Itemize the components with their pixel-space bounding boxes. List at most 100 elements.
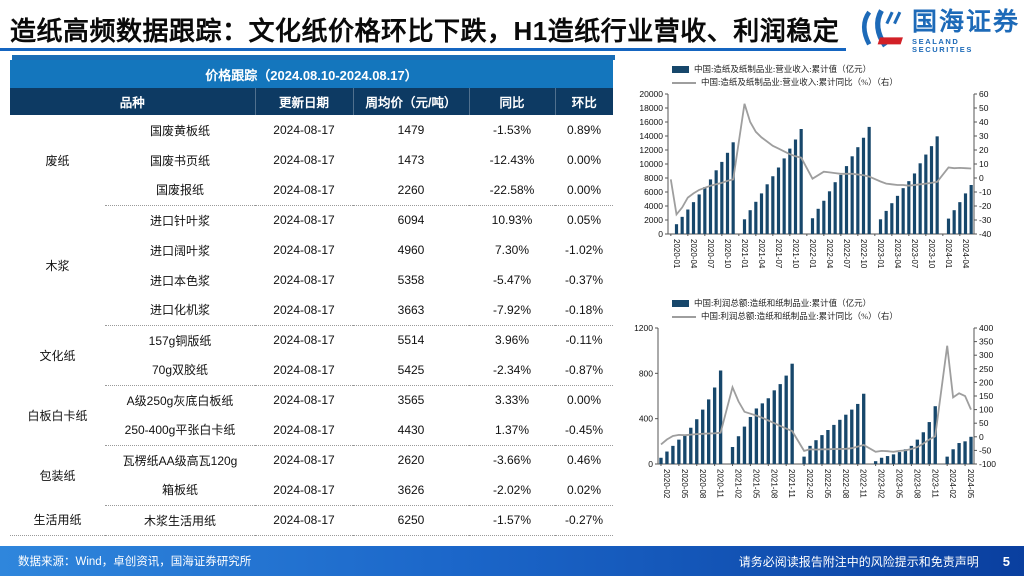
column-header: 周均价（元/吨） <box>352 88 469 115</box>
date-cell: 2024-08-17 <box>255 175 353 206</box>
svg-text:-100: -100 <box>979 459 996 469</box>
sealand-logo-icon <box>860 8 906 55</box>
svg-text:0: 0 <box>648 459 653 469</box>
item-cell: 进口阔叶浆 <box>105 235 255 265</box>
company-logo: 国海证券 SEALAND SECURITIES <box>860 8 1024 55</box>
item-cell: 进口化机浆 <box>105 295 255 326</box>
svg-text:2021-01: 2021-01 <box>740 239 749 269</box>
item-cell: 70g双胶纸 <box>105 355 255 386</box>
charts-panel: 中国:造纸及纸制品业:营业收入:累计值（亿元） 中国:造纸及纸制品业:营业收入:… <box>622 60 1022 534</box>
item-cell: 瓦楞纸AA级高瓦120g <box>105 445 255 475</box>
price-cell: 4430 <box>353 415 469 446</box>
mom-cell: -0.11% <box>555 325 614 355</box>
price-cell: 4960 <box>353 235 469 265</box>
item-cell: 国废书页纸 <box>105 145 255 175</box>
svg-text:2023-05: 2023-05 <box>895 469 904 499</box>
mom-cell: -0.45% <box>555 415 614 446</box>
svg-text:2021-10: 2021-10 <box>791 239 800 269</box>
mom-cell: 0.00% <box>555 385 614 415</box>
svg-text:-50: -50 <box>979 445 992 455</box>
table-row: 文化纸 157g铜版纸 2024-08-17 5514 3.96% -0.11% <box>10 325 614 385</box>
yoy-cell: 10.93% <box>469 205 555 235</box>
item-cell: 木浆生活用纸 <box>105 505 255 536</box>
item-cell: 国废黄板纸 <box>105 115 255 145</box>
svg-text:16000: 16000 <box>639 117 663 127</box>
svg-text:1200: 1200 <box>634 323 653 333</box>
price-cell: 1479 <box>353 115 469 145</box>
svg-text:2023-04: 2023-04 <box>893 239 902 269</box>
price-cell: 3626 <box>353 475 469 506</box>
table-row: 250-400g平张白卡纸 2024-08-17 4430 1.37% -0.45% <box>10 415 614 446</box>
mom-cell: -0.27% <box>555 505 614 536</box>
svg-text:2023-01: 2023-01 <box>876 239 885 269</box>
date-cell: 2024-08-17 <box>255 415 353 446</box>
table-row: 国废书页纸 2024-08-17 1473 -12.43% 0.00% <box>10 145 614 175</box>
table-row: 木浆 进口针叶浆 2024-08-17 6094 10.93% 0.05% <box>10 205 614 325</box>
title-underline <box>0 48 846 51</box>
table-row: 箱板纸 2024-08-17 3626 -2.02% 0.02% <box>10 475 614 506</box>
svg-text:2020-11: 2020-11 <box>716 469 725 498</box>
bar-swatch-icon <box>672 66 689 73</box>
svg-text:2020-07: 2020-07 <box>706 239 715 269</box>
svg-text:-40: -40 <box>979 229 992 239</box>
svg-text:2022-01: 2022-01 <box>808 239 817 269</box>
date-cell: 2024-08-17 <box>255 295 353 326</box>
date-cell: 2024-08-17 <box>255 115 353 145</box>
data-source-text: 数据来源：Wind，卓创资讯，国海证券研究所 <box>18 556 252 568</box>
column-header: 品种 <box>10 88 255 115</box>
table-row: 白板白卡纸 A级250g灰底白板纸 2024-08-17 3565 3.33% 0.00% <box>10 385 614 445</box>
svg-text:150: 150 <box>979 391 993 401</box>
svg-text:0: 0 <box>979 432 984 442</box>
yoy-cell: 1.37% <box>469 415 555 446</box>
svg-text:200: 200 <box>979 377 993 387</box>
date-cell: 2024-08-17 <box>255 445 353 475</box>
svg-text:50: 50 <box>979 103 989 113</box>
table-row: 进口阔叶浆 2024-08-17 4960 7.30% -1.02% <box>10 235 614 265</box>
svg-text:2000: 2000 <box>644 215 663 225</box>
mom-cell: -0.87% <box>555 355 614 386</box>
price-cell: 5514 <box>353 325 469 355</box>
table-title: 价格跟踪（2024.08.10-2024.08.17） <box>10 60 614 88</box>
svg-text:20: 20 <box>979 145 989 155</box>
item-cell: A级250g灰底白板纸 <box>105 385 255 415</box>
yoy-cell: 3.33% <box>469 385 555 415</box>
item-cell: 进口针叶浆 <box>105 205 255 235</box>
yoy-cell: -1.53% <box>469 115 555 145</box>
svg-text:250: 250 <box>979 364 993 374</box>
category-cell: 文化纸 <box>10 325 105 385</box>
price-table: 价格跟踪（2024.08.10-2024.08.17） 品种 更新日期 周均价（元/吨… <box>10 60 614 536</box>
item-cell: 157g铜版纸 <box>105 325 255 355</box>
svg-text:2023-11: 2023-11 <box>930 469 939 498</box>
price-cell: 2620 <box>353 445 469 475</box>
svg-text:2021-05: 2021-05 <box>751 469 760 499</box>
category-cell: 包装纸 <box>10 445 105 505</box>
svg-text:2020-08: 2020-08 <box>698 469 707 499</box>
legend-label: 中国:利润总额:造纸和纸制品业:累计值（亿元） <box>694 298 872 308</box>
svg-text:2020-02: 2020-02 <box>662 469 671 499</box>
price-cell: 6094 <box>353 205 469 235</box>
date-cell: 2024-08-17 <box>255 205 353 235</box>
date-cell: 2024-08-17 <box>255 505 353 536</box>
price-cell: 5358 <box>353 265 469 295</box>
table-row: 包装纸 瓦楞纸AA级高瓦120g 2024-08-17 2620 -3.66% 0.46% <box>10 445 614 505</box>
page-title: 造纸高频数据跟踪：文化纸价格环比下跌，H1造纸行业营收、利润稳定 <box>10 16 840 46</box>
logo-name-cn: 国海证券 <box>912 8 1021 36</box>
mom-cell: -0.18% <box>555 295 614 326</box>
date-cell: 2024-08-17 <box>255 145 353 175</box>
svg-text:2022-08: 2022-08 <box>841 469 850 499</box>
svg-text:2021-07: 2021-07 <box>774 239 783 269</box>
svg-text:2024-02: 2024-02 <box>948 469 957 499</box>
yoy-cell: -7.92% <box>469 295 555 326</box>
svg-text:14000: 14000 <box>639 131 663 141</box>
price-cell: 1473 <box>353 145 469 175</box>
svg-text:2020-01: 2020-01 <box>672 239 681 269</box>
bar-swatch-icon <box>672 300 689 307</box>
svg-text:0: 0 <box>979 173 984 183</box>
svg-text:50: 50 <box>979 418 989 428</box>
svg-text:18000: 18000 <box>639 103 663 113</box>
svg-text:400: 400 <box>979 323 993 333</box>
svg-text:60: 60 <box>979 89 989 99</box>
mom-cell: 0.46% <box>555 445 614 475</box>
date-cell: 2024-08-17 <box>255 265 353 295</box>
table-top-strip <box>12 55 615 60</box>
